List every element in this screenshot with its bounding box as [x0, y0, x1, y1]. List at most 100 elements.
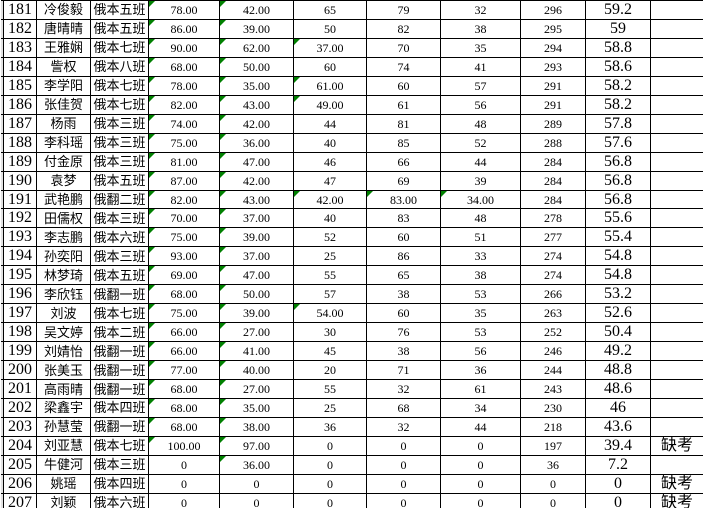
score4-cell[interactable]: 0 — [366, 435, 441, 456]
average-score-cell[interactable]: 50.4 — [585, 322, 651, 343]
score4-cell[interactable]: 70 — [366, 37, 441, 58]
class-name-cell[interactable]: 俄本五班 — [90, 170, 149, 191]
class-name-cell[interactable]: 俄本八班 — [90, 56, 149, 77]
score3-cell[interactable]: 40 — [293, 208, 367, 229]
exam-note-cell[interactable] — [650, 379, 703, 400]
score3-cell[interactable]: 61.00 — [293, 75, 367, 96]
score5-cell[interactable]: 52 — [440, 132, 521, 153]
row-number-cell[interactable]: 206 — [3, 473, 37, 494]
exam-note-cell[interactable] — [650, 284, 703, 305]
average-score-cell[interactable]: 56.8 — [585, 170, 651, 191]
total-score-cell[interactable]: 291 — [520, 94, 586, 115]
exam-note-cell[interactable] — [650, 37, 703, 58]
student-name-cell[interactable]: 刘亚慧 — [36, 435, 91, 456]
score2-cell[interactable]: 50.00 — [219, 284, 294, 305]
score2-cell[interactable]: 42.00 — [219, 113, 294, 134]
student-name-cell[interactable]: 吴文婷 — [36, 322, 91, 343]
total-score-cell[interactable]: 274 — [520, 265, 586, 286]
score2-cell[interactable]: 47.00 — [219, 265, 294, 286]
score1-cell[interactable]: 87.00 — [148, 170, 220, 191]
class-name-cell[interactable]: 俄翻一班 — [90, 341, 149, 362]
student-name-cell[interactable]: 李欣钰 — [36, 284, 91, 305]
average-score-cell[interactable]: 48.6 — [585, 379, 651, 400]
row-number-cell[interactable]: 189 — [3, 151, 37, 172]
student-name-cell[interactable]: 刘波 — [36, 303, 91, 324]
total-score-cell[interactable]: 284 — [520, 151, 586, 172]
student-name-cell[interactable]: 杨雨 — [36, 113, 91, 134]
score1-cell[interactable]: 74.00 — [148, 113, 220, 134]
average-score-cell[interactable]: 49.2 — [585, 341, 651, 362]
total-score-cell[interactable]: 36 — [520, 454, 586, 475]
average-score-cell[interactable]: 59 — [585, 18, 651, 39]
student-name-cell[interactable]: 张佳贺 — [36, 94, 91, 115]
score5-cell[interactable]: 36 — [440, 360, 521, 381]
exam-note-cell[interactable] — [650, 18, 703, 39]
student-name-cell[interactable]: 袁梦 — [36, 170, 91, 191]
student-name-cell[interactable]: 高雨晴 — [36, 379, 91, 400]
average-score-cell[interactable]: 58.2 — [585, 94, 651, 115]
score4-cell[interactable]: 86 — [366, 246, 441, 267]
average-score-cell[interactable]: 0 — [585, 473, 651, 494]
average-score-cell[interactable]: 7.2 — [585, 454, 651, 475]
exam-note-cell[interactable] — [650, 151, 703, 172]
class-name-cell[interactable]: 俄本三班 — [90, 246, 149, 267]
score4-cell[interactable]: 79 — [366, 0, 441, 20]
row-number-cell[interactable]: 191 — [3, 189, 37, 210]
score1-cell[interactable]: 0 — [148, 454, 220, 475]
average-score-cell[interactable]: 54.8 — [585, 265, 651, 286]
score3-cell[interactable]: 47 — [293, 170, 367, 191]
row-number-cell[interactable]: 187 — [3, 113, 37, 134]
score2-cell[interactable]: 0 — [219, 492, 294, 508]
score1-cell[interactable]: 68.00 — [148, 398, 220, 418]
score4-cell[interactable]: 38 — [366, 341, 441, 362]
score3-cell[interactable]: 57 — [293, 284, 367, 305]
row-number-cell[interactable]: 185 — [3, 75, 37, 96]
average-score-cell[interactable]: 48.8 — [585, 360, 651, 381]
score2-cell[interactable]: 38.00 — [219, 416, 294, 437]
score1-cell[interactable]: 68.00 — [148, 284, 220, 305]
total-score-cell[interactable]: 284 — [520, 170, 586, 191]
score1-cell[interactable]: 93.00 — [148, 246, 220, 267]
score1-cell[interactable]: 77.00 — [148, 360, 220, 381]
average-score-cell[interactable]: 59.2 — [585, 0, 651, 20]
average-score-cell[interactable]: 54.8 — [585, 246, 651, 267]
exam-note-cell[interactable] — [650, 0, 703, 20]
score4-cell[interactable]: 32 — [366, 416, 441, 437]
average-score-cell[interactable]: 56.8 — [585, 151, 651, 172]
student-name-cell[interactable]: 王雅娴 — [36, 37, 91, 58]
score4-cell[interactable]: 60 — [366, 227, 441, 248]
score3-cell[interactable]: 0 — [293, 473, 367, 494]
average-score-cell[interactable]: 43.6 — [585, 416, 651, 437]
exam-note-cell[interactable] — [650, 75, 703, 96]
score1-cell[interactable]: 81.00 — [148, 151, 220, 172]
student-name-cell[interactable]: 孙慧莹 — [36, 416, 91, 437]
score1-cell[interactable]: 68.00 — [148, 56, 220, 77]
score2-cell[interactable]: 41.00 — [219, 341, 294, 362]
class-name-cell[interactable]: 俄本二班 — [90, 322, 149, 343]
score5-cell[interactable]: 0 — [440, 454, 521, 475]
student-name-cell[interactable]: 冷俊毅 — [36, 0, 91, 20]
score5-cell[interactable]: 32 — [440, 0, 521, 20]
class-name-cell[interactable]: 俄本七班 — [90, 37, 149, 58]
score5-cell[interactable]: 61 — [440, 379, 521, 400]
score1-cell[interactable]: 100.00 — [148, 435, 220, 456]
row-number-cell[interactable]: 200 — [3, 360, 37, 381]
score5-cell[interactable]: 0 — [440, 435, 521, 456]
score4-cell[interactable]: 65 — [366, 265, 441, 286]
score3-cell[interactable]: 42.00 — [293, 189, 367, 210]
row-number-cell[interactable]: 199 — [3, 341, 37, 362]
score1-cell[interactable]: 78.00 — [148, 75, 220, 96]
class-name-cell[interactable]: 俄翻一班 — [90, 360, 149, 381]
total-score-cell[interactable]: 274 — [520, 246, 586, 267]
row-number-cell[interactable]: 193 — [3, 227, 37, 248]
class-name-cell[interactable]: 俄本四班 — [90, 473, 149, 494]
student-name-cell[interactable]: 张美玉 — [36, 360, 91, 381]
score3-cell[interactable]: 36 — [293, 416, 367, 437]
row-number-cell[interactable]: 201 — [3, 379, 37, 400]
score3-cell[interactable]: 30 — [293, 322, 367, 343]
exam-note-cell[interactable] — [650, 322, 703, 343]
score3-cell[interactable]: 37.00 — [293, 37, 367, 58]
score4-cell[interactable]: 61 — [366, 94, 441, 115]
score4-cell[interactable]: 32 — [366, 379, 441, 400]
total-score-cell[interactable]: 278 — [520, 208, 586, 229]
